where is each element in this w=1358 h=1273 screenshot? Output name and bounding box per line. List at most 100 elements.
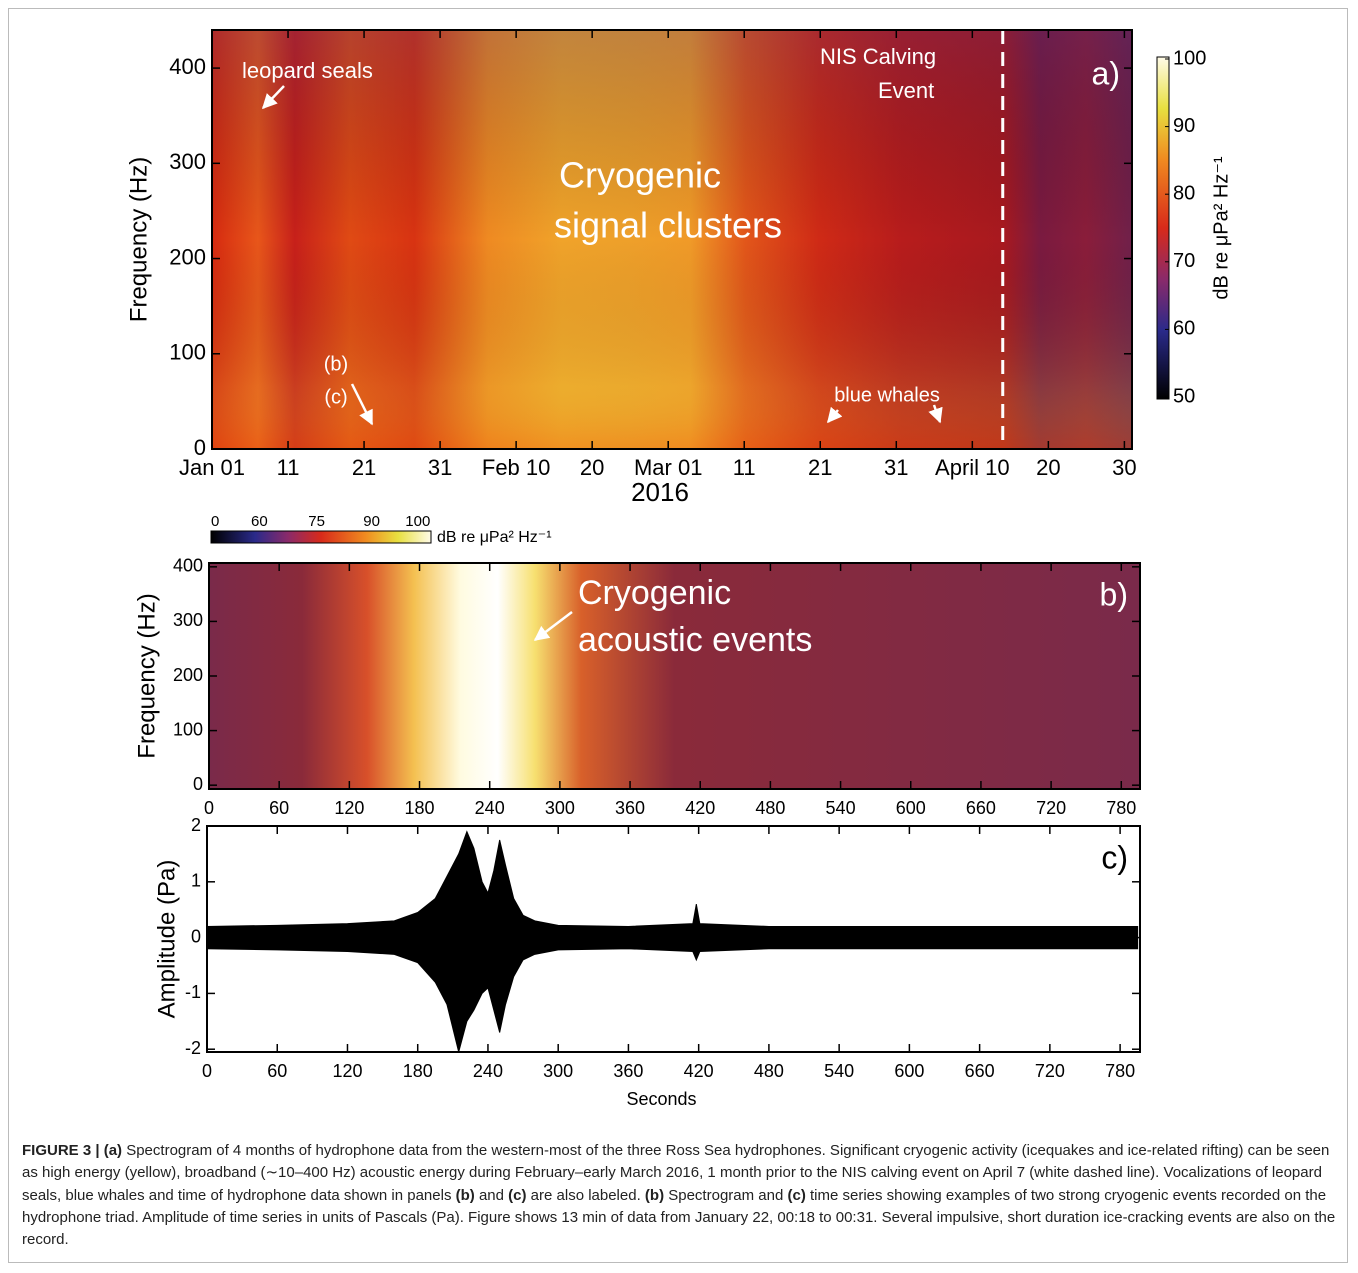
annotation: blue whales [834, 384, 940, 406]
x-tick-label: 300 [545, 798, 575, 818]
caption-bold: (c) [787, 1186, 806, 1204]
y-tick-label: 100 [169, 340, 206, 365]
waveform-envelope [206, 830, 1139, 939]
caption-text: are also labeled. [526, 1186, 645, 1204]
colorbar-label: dB re μPa² Hz⁻¹ [1210, 156, 1232, 300]
x-tick-label: 180 [403, 1061, 433, 1081]
y-tick-label: 400 [173, 556, 203, 576]
colorbar-tick-label: 80 [1173, 182, 1195, 204]
colorbar-tick-label: 100 [1173, 47, 1206, 69]
arrow [928, 404, 943, 424]
x-tick-label: 21 [808, 455, 832, 480]
x-tick-label: 420 [685, 798, 715, 818]
x-tick-label: 420 [684, 1061, 714, 1081]
x-tick-label: 0 [204, 798, 214, 818]
x-tick-label: 20 [1036, 455, 1060, 480]
annotation: (c) [324, 386, 347, 408]
caption-bold: (c) [508, 1186, 527, 1204]
panel-label: b) [1100, 576, 1128, 612]
waveform-envelope [206, 937, 1139, 1053]
arrow [261, 85, 285, 110]
x-axis-label: 2016 [631, 477, 689, 507]
x-tick-label: 60 [267, 1061, 287, 1081]
x-tick-label: 240 [473, 1061, 503, 1081]
annotation: Cryogenic [578, 574, 731, 612]
colorbar-tick-label: 50 [1173, 385, 1195, 407]
x-tick-label: 660 [965, 1061, 995, 1081]
x-tick-label: 480 [755, 798, 785, 818]
caption-text: and [474, 1186, 509, 1204]
x-tick-label: 30 [1112, 455, 1136, 480]
x-tick-label: Mar 01 [634, 455, 702, 480]
y-axis-label: Frequency (Hz) [133, 593, 160, 758]
x-tick-label: 780 [1105, 1061, 1135, 1081]
y-axis-label: Amplitude (Pa) [153, 860, 180, 1019]
x-tick-label: 60 [269, 798, 289, 818]
x-tick-label: 20 [580, 455, 604, 480]
y-tick-label: 0 [191, 926, 201, 946]
annotation: NIS Calving [820, 44, 936, 69]
x-tick-label: 31 [428, 455, 452, 480]
x-tick-label: 120 [332, 1061, 362, 1081]
panel-label: a) [1092, 55, 1120, 91]
x-tick-label: 180 [405, 798, 435, 818]
x-tick-label: 540 [826, 798, 856, 818]
colorbar-tick-label: 60 [1173, 318, 1195, 340]
y-tick-label: 100 [173, 719, 203, 739]
x-tick-label: Feb 10 [482, 455, 551, 480]
y-axis-label: Frequency (Hz) [125, 157, 152, 322]
colorbar-tick-label: 75 [308, 513, 325, 530]
x-tick-label: 120 [334, 798, 364, 818]
annotation: acoustic events [578, 621, 812, 659]
arrows [261, 85, 943, 641]
panel-label: c) [1101, 839, 1128, 875]
x-axis-label: Seconds [626, 1089, 696, 1109]
y-tick-label: 300 [169, 149, 206, 174]
arrow [350, 383, 374, 426]
caption-bold: (b) [644, 1186, 665, 1204]
x-tick-label: 11 [733, 455, 756, 480]
caption-text: time series showing examples of two stro… [22, 1186, 1336, 1249]
x-tick-label: 600 [896, 798, 926, 818]
annotation: leopard seals [242, 58, 373, 83]
caption-bold: (b) [455, 1186, 475, 1204]
colorbar-tick-label: 60 [251, 513, 268, 530]
x-tick-label: 540 [824, 1061, 854, 1081]
caption-text: Spectrogram and [664, 1186, 788, 1204]
arrow [827, 406, 843, 424]
plot-area [209, 563, 1140, 789]
annotation: Cryogenic [559, 155, 721, 196]
x-tick-label: 300 [543, 1061, 573, 1081]
y-tick-label: 200 [173, 665, 203, 685]
x-tick-label: 720 [1036, 798, 1066, 818]
x-tick-label: 480 [754, 1061, 784, 1081]
x-tick-label: 600 [894, 1061, 924, 1081]
y-tick-label: 0 [193, 774, 203, 794]
arrow [533, 611, 573, 641]
caption-text: Spectrogram of 4 months of hydrophone da… [22, 1142, 1330, 1204]
annotation: signal clusters [554, 205, 782, 246]
y-tick-label: -1 [185, 982, 201, 1002]
y-tick-label: 300 [173, 610, 203, 630]
colorbar-tick-label: 70 [1173, 250, 1195, 272]
x-tick-label: 0 [202, 1061, 212, 1081]
x-tick-label: 21 [352, 455, 376, 480]
plot-frame [211, 29, 1133, 450]
x-tick-label: 360 [615, 798, 645, 818]
plot-frame [206, 825, 1141, 1053]
y-tick-label: 200 [169, 244, 206, 269]
x-tick-label: 240 [475, 798, 505, 818]
x-tick-label: 660 [966, 798, 996, 818]
colorbar [210, 530, 432, 544]
caption-bold: FIGURE 3 | (a) [22, 1142, 123, 1159]
x-tick-label: April 10 [935, 455, 1010, 480]
annotation: (b) [324, 353, 348, 375]
colorbar-tick-label: 90 [1173, 115, 1195, 137]
colorbar-tick-label: 100 [405, 513, 430, 530]
colorbar-label: dB re μPa² Hz⁻¹ [437, 529, 552, 546]
y-tick-label: 2 [191, 815, 201, 835]
colorbar-tick-label: 0 [211, 513, 219, 530]
x-tick-label: 360 [613, 1061, 643, 1081]
x-tick-label: 31 [884, 455, 908, 480]
colorbar-tick-label: 90 [363, 513, 380, 530]
